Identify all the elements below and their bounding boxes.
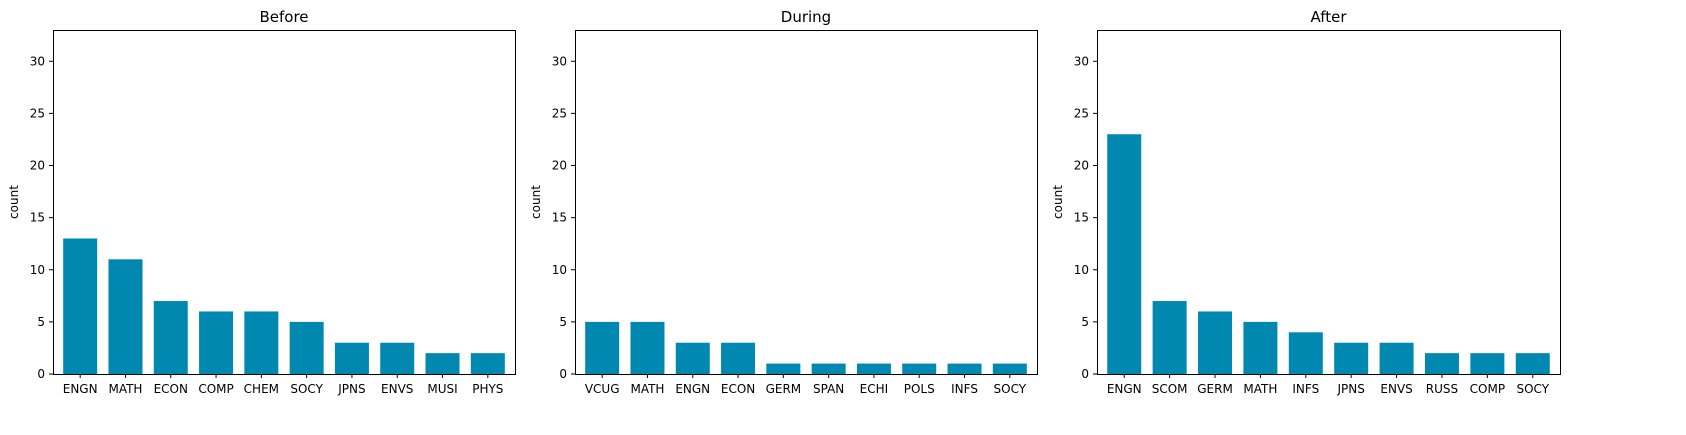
y-tick-label: 5 bbox=[559, 315, 567, 329]
bar-comp bbox=[199, 311, 234, 374]
x-tick-label: ENGN bbox=[675, 382, 710, 396]
chart-panel-after: After count 0 5 10 15 20 25 30 ENGN SCOM GERM MATH… bbox=[1051, 8, 1561, 396]
x-tick-label: ECON bbox=[154, 382, 188, 396]
chart-panel-before: Before count 0 5 10 15 20 25 30 ENGN MATH ECON COM… bbox=[7, 8, 516, 396]
bar-germ bbox=[766, 363, 801, 374]
x-tick-label: MUSI bbox=[427, 382, 457, 396]
bar-infs bbox=[947, 363, 982, 374]
bar-russ bbox=[1424, 353, 1459, 374]
x-tick-label: COMP bbox=[1470, 382, 1505, 396]
y-tick-label: 0 bbox=[37, 367, 45, 381]
bar-comp bbox=[1470, 353, 1505, 374]
chart-title: During bbox=[781, 8, 831, 26]
x-tick-label: GERM bbox=[766, 382, 802, 396]
y-tick-label: 25 bbox=[30, 106, 45, 120]
y-tick-label: 5 bbox=[1081, 315, 1089, 329]
bar-math bbox=[1243, 321, 1278, 374]
bar-socy bbox=[289, 321, 324, 374]
bar-socy bbox=[992, 363, 1027, 374]
y-tick-label: 0 bbox=[559, 367, 567, 381]
x-tick-label: SPAN bbox=[813, 382, 844, 396]
x-tick-label: POLS bbox=[904, 382, 935, 396]
x-tick-label: ENGN bbox=[63, 382, 98, 396]
y-tick-label: 10 bbox=[1074, 263, 1089, 277]
x-tick-label: PHYS bbox=[472, 382, 503, 396]
bar-engn bbox=[1107, 134, 1142, 374]
x-tick-label: CHEM bbox=[244, 382, 279, 396]
bar-vcug bbox=[585, 321, 620, 374]
y-tick-label: 20 bbox=[1074, 159, 1089, 173]
chart-title: Before bbox=[259, 8, 308, 26]
x-tick-label: COMP bbox=[198, 382, 233, 396]
y-axis-label: count bbox=[1051, 185, 1065, 219]
x-tick-label: GERM bbox=[1197, 382, 1233, 396]
x-tick-label: INFS bbox=[1292, 382, 1319, 396]
chart-title: After bbox=[1310, 8, 1347, 26]
bar-musi bbox=[425, 353, 460, 374]
x-tick-label: ENGN bbox=[1107, 382, 1142, 396]
bar-math bbox=[108, 259, 143, 374]
bar-scom bbox=[1152, 301, 1187, 374]
x-tick-label: SCOM bbox=[1152, 382, 1188, 396]
bar-infs bbox=[1288, 332, 1323, 374]
x-tick-label: ECON bbox=[721, 382, 755, 396]
bar-engn bbox=[675, 342, 710, 374]
y-tick-label: 20 bbox=[552, 159, 567, 173]
x-tick-label: SOCY bbox=[290, 382, 323, 396]
x-tick-label: ENVS bbox=[381, 382, 413, 396]
y-axis-label: count bbox=[7, 185, 21, 219]
y-tick-label: 5 bbox=[37, 315, 45, 329]
y-tick-label: 15 bbox=[552, 211, 567, 225]
bar-phys bbox=[470, 353, 505, 374]
x-tick-label: ENVS bbox=[1380, 382, 1412, 396]
y-axis-label: count bbox=[529, 185, 543, 219]
x-tick-label: MATH bbox=[108, 382, 142, 396]
bar-econ bbox=[153, 301, 188, 374]
bar-envs bbox=[1379, 342, 1414, 374]
axes-frame bbox=[1097, 30, 1561, 375]
bar-socy bbox=[1515, 353, 1550, 374]
y-tick-label: 10 bbox=[30, 263, 45, 277]
bar-envs bbox=[380, 342, 415, 374]
y-tick-label: 20 bbox=[30, 159, 45, 173]
x-tick-label: ECHI bbox=[860, 382, 889, 396]
y-tick-label: 15 bbox=[1074, 211, 1089, 225]
bar-chem bbox=[244, 311, 279, 374]
y-tick-label: 30 bbox=[1074, 54, 1089, 68]
bar-germ bbox=[1198, 311, 1233, 374]
axes-frame bbox=[575, 30, 1038, 375]
x-tick-label: MATH bbox=[630, 382, 664, 396]
y-tick-label: 25 bbox=[552, 106, 567, 120]
x-tick-label: VCUG bbox=[585, 382, 620, 396]
x-tick-label: SOCY bbox=[1516, 382, 1549, 396]
bar-math bbox=[630, 321, 665, 374]
y-tick-label: 25 bbox=[1074, 106, 1089, 120]
chart-panel-during: During count 0 5 10 15 20 25 30 VCUG MATH ENGN ECO… bbox=[529, 8, 1038, 396]
y-tick-label: 10 bbox=[552, 263, 567, 277]
bar-span bbox=[811, 363, 846, 374]
x-tick-label: RUSS bbox=[1426, 382, 1458, 396]
bar-econ bbox=[721, 342, 756, 374]
x-tick-label: JPNS bbox=[1337, 382, 1365, 396]
y-tick-label: 15 bbox=[30, 211, 45, 225]
bar-echi bbox=[856, 363, 891, 374]
y-tick-label: 30 bbox=[552, 54, 567, 68]
bar-pols bbox=[902, 363, 937, 374]
axes-frame bbox=[53, 30, 516, 375]
x-tick-label: INFS bbox=[951, 382, 978, 396]
x-tick-label: MATH bbox=[1243, 382, 1277, 396]
bar-jpns bbox=[1334, 342, 1369, 374]
y-tick-label: 0 bbox=[1081, 367, 1089, 381]
bar-jpns bbox=[334, 342, 369, 374]
bar-engn bbox=[63, 238, 98, 374]
x-tick-label: JPNS bbox=[337, 382, 365, 396]
x-tick-label: SOCY bbox=[994, 382, 1027, 396]
y-tick-label: 30 bbox=[30, 54, 45, 68]
